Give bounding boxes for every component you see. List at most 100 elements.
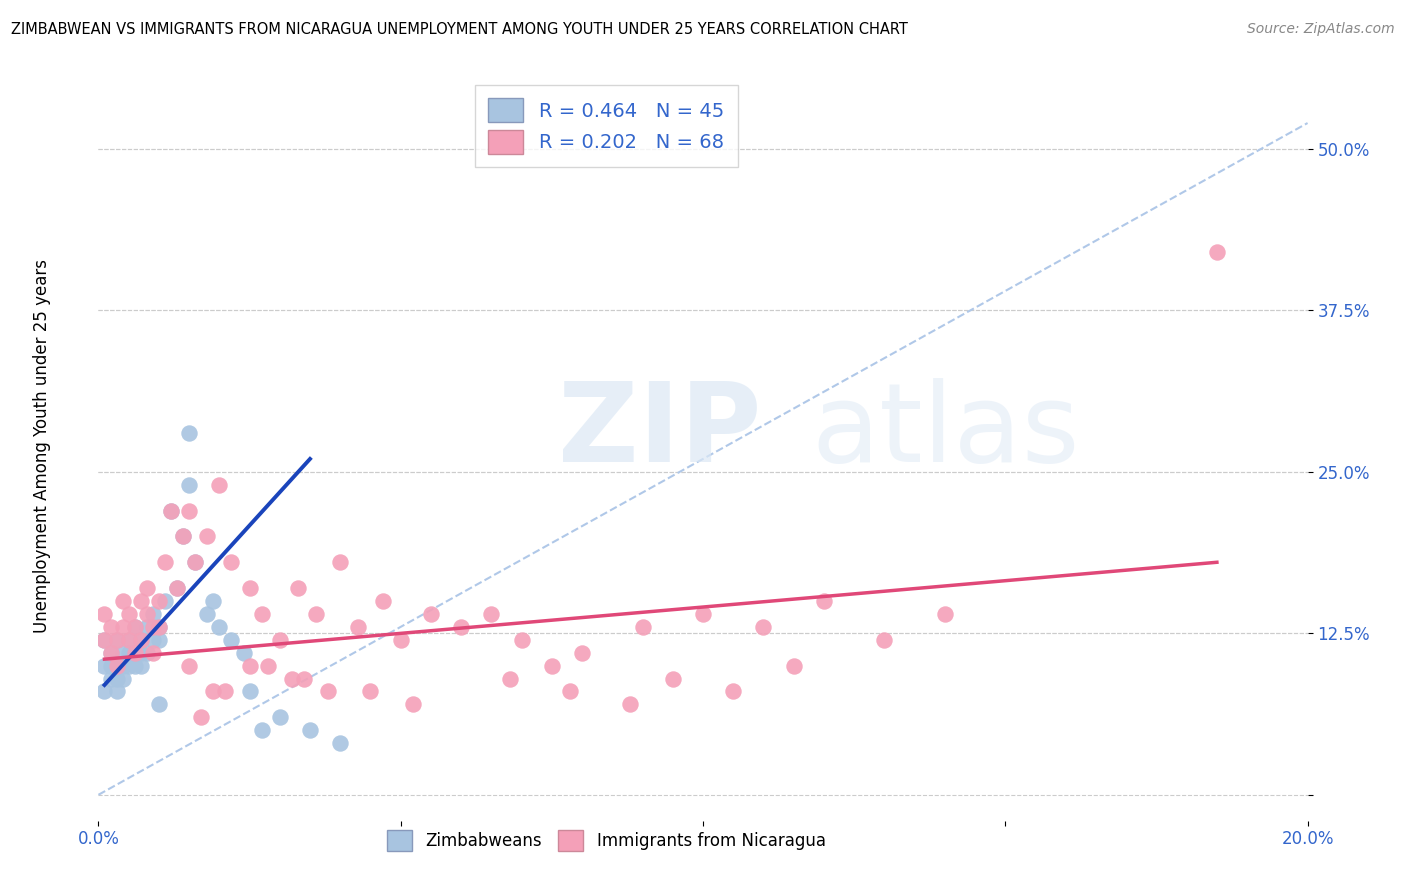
Point <box>148 594 170 608</box>
Point <box>129 658 152 673</box>
Point <box>558 684 581 698</box>
Point <box>153 594 176 608</box>
Point <box>184 555 207 569</box>
Point <box>250 607 273 621</box>
Point <box>118 658 141 673</box>
Point <box>142 607 165 621</box>
Point <box>105 632 128 647</box>
Point <box>208 620 231 634</box>
Point <box>142 632 165 647</box>
Point <box>402 698 425 712</box>
Point <box>316 684 339 698</box>
Text: Unemployment Among Youth under 25 years: Unemployment Among Youth under 25 years <box>34 259 51 633</box>
Point <box>540 658 562 673</box>
Point <box>148 620 170 634</box>
Point <box>111 594 134 608</box>
Point <box>873 632 896 647</box>
Point <box>195 529 218 543</box>
Text: ZIP: ZIP <box>558 377 761 484</box>
Point <box>124 658 146 673</box>
Point <box>153 555 176 569</box>
Point <box>142 646 165 660</box>
Point <box>148 698 170 712</box>
Text: Source: ZipAtlas.com: Source: ZipAtlas.com <box>1247 22 1395 37</box>
Point <box>371 594 394 608</box>
Point <box>752 620 775 634</box>
Point <box>93 607 115 621</box>
Point <box>1206 245 1229 260</box>
Point <box>287 581 309 595</box>
Point <box>202 684 225 698</box>
Point <box>179 477 201 491</box>
Point <box>299 723 322 738</box>
Point <box>347 620 370 634</box>
Point <box>179 426 201 441</box>
Point <box>111 658 134 673</box>
Point <box>571 646 593 660</box>
Point <box>129 632 152 647</box>
Point <box>100 620 122 634</box>
Point <box>619 698 641 712</box>
Point <box>100 672 122 686</box>
Point <box>934 607 956 621</box>
Point <box>100 646 122 660</box>
Point <box>510 632 533 647</box>
Point <box>105 632 128 647</box>
Point <box>160 503 183 517</box>
Text: atlas: atlas <box>811 377 1080 484</box>
Point <box>93 684 115 698</box>
Point <box>179 658 201 673</box>
Point <box>208 477 231 491</box>
Point <box>166 581 188 595</box>
Point <box>124 620 146 634</box>
Point <box>129 594 152 608</box>
Point <box>723 684 745 698</box>
Point <box>118 632 141 647</box>
Point <box>118 646 141 660</box>
Point <box>105 684 128 698</box>
Point <box>256 658 278 673</box>
Point <box>129 632 152 647</box>
Point <box>172 529 194 543</box>
Point <box>111 672 134 686</box>
Legend: Zimbabweans, Immigrants from Nicaragua: Zimbabweans, Immigrants from Nicaragua <box>380 823 832 857</box>
Point <box>142 620 165 634</box>
Point <box>135 581 157 595</box>
Point <box>195 607 218 621</box>
Point <box>214 684 236 698</box>
Point <box>239 581 262 595</box>
Point <box>129 646 152 660</box>
Point <box>269 710 291 724</box>
Point <box>202 594 225 608</box>
Text: ZIMBABWEAN VS IMMIGRANTS FROM NICARAGUA UNEMPLOYMENT AMONG YOUTH UNDER 25 YEARS : ZIMBABWEAN VS IMMIGRANTS FROM NICARAGUA … <box>11 22 908 37</box>
Point <box>124 646 146 660</box>
Point <box>239 658 262 673</box>
Point <box>190 710 212 724</box>
Point <box>305 607 328 621</box>
Point <box>124 620 146 634</box>
Point <box>105 658 128 673</box>
Point <box>118 607 141 621</box>
Point <box>111 646 134 660</box>
Point <box>239 684 262 698</box>
Point <box>389 632 412 647</box>
Point <box>105 672 128 686</box>
Point <box>498 672 520 686</box>
Point <box>250 723 273 738</box>
Point <box>100 646 122 660</box>
Point <box>813 594 835 608</box>
Point <box>148 620 170 634</box>
Point <box>93 632 115 647</box>
Point <box>292 672 315 686</box>
Point <box>450 620 472 634</box>
Point <box>160 503 183 517</box>
Point <box>118 632 141 647</box>
Point <box>93 658 115 673</box>
Point <box>329 555 352 569</box>
Point <box>661 672 683 686</box>
Point <box>148 632 170 647</box>
Point <box>135 607 157 621</box>
Point <box>329 736 352 750</box>
Point <box>420 607 443 621</box>
Point <box>269 632 291 647</box>
